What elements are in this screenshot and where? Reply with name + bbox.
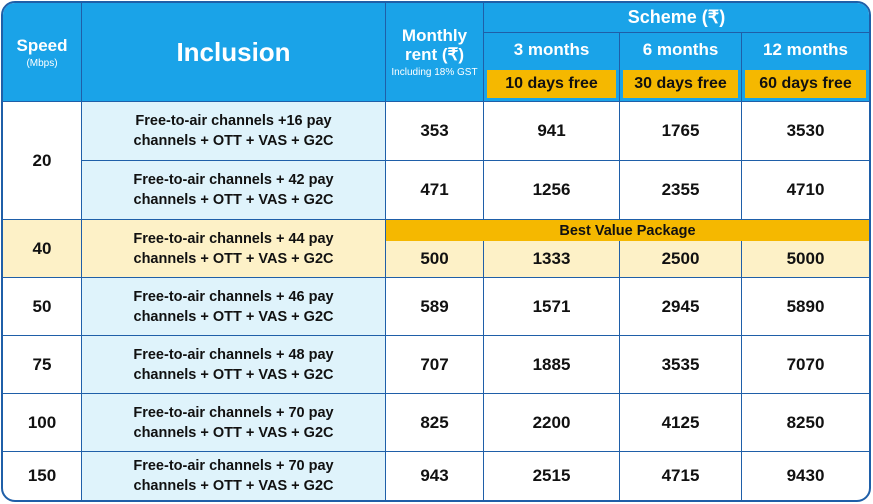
inclusion-cell: Free-to-air channels + 42 pay channels +…	[81, 160, 385, 219]
inclusion-cell: Free-to-air channels + 44 pay channels +…	[81, 219, 385, 277]
rent-cell: 707	[385, 335, 483, 393]
price-12m-cell: 8250	[741, 393, 869, 451]
rent-cell: 943	[385, 451, 483, 500]
price-3m-cell: 1333	[483, 241, 619, 277]
rent-cell: 500	[385, 241, 483, 277]
rent-header: Monthly rent (₹) Including 18% GST	[385, 3, 483, 101]
price-3m-cell: 2515	[483, 451, 619, 500]
price-6m-cell: 1765	[619, 101, 741, 160]
plan-grid: Speed (Mbps) Inclusion Monthly rent (₹) …	[3, 3, 869, 500]
price-12m-cell: 5890	[741, 277, 869, 335]
price-12m-cell: 5000	[741, 241, 869, 277]
bonus-12-months: 60 days free	[745, 70, 866, 98]
inclusion-header: Inclusion	[81, 3, 385, 101]
inclusion-cell: Free-to-air channels + 70 pay channels +…	[81, 451, 385, 500]
speed-cell: 150	[3, 451, 81, 500]
speed-cell: 50	[3, 277, 81, 335]
inclusion-cell: Free-to-air channels + 70 pay channels +…	[81, 393, 385, 451]
bonus-6-months-cell: 30 days free	[619, 67, 741, 101]
speed-cell: 75	[3, 335, 81, 393]
rent-header-note: Including 18% GST	[391, 66, 478, 78]
price-6m-cell: 2945	[619, 277, 741, 335]
inclusion-cell: Free-to-air channels + 48 pay channels +…	[81, 335, 385, 393]
speed-cell: 20	[3, 101, 81, 219]
price-3m-cell: 1571	[483, 277, 619, 335]
price-6m-cell: 4715	[619, 451, 741, 500]
bonus-6-months: 30 days free	[623, 70, 738, 98]
speed-cell: 100	[3, 393, 81, 451]
speed-header-unit: (Mbps)	[26, 57, 58, 69]
price-3m-cell: 2200	[483, 393, 619, 451]
best-value-banner: Best Value Package	[385, 219, 869, 241]
price-6m-cell: 4125	[619, 393, 741, 451]
rent-header-label: Monthly rent (₹)	[401, 25, 468, 64]
price-3m-cell: 1256	[483, 160, 619, 219]
rent-cell: 471	[385, 160, 483, 219]
price-3m-cell: 1885	[483, 335, 619, 393]
price-6m-cell: 3535	[619, 335, 741, 393]
bonus-12-months-cell: 60 days free	[741, 67, 869, 101]
bonus-3-months: 10 days free	[487, 70, 616, 98]
price-6m-cell: 2355	[619, 160, 741, 219]
speed-header-label: Speed	[16, 35, 68, 55]
price-12m-cell: 3530	[741, 101, 869, 160]
price-12m-cell: 4710	[741, 160, 869, 219]
price-3m-cell: 941	[483, 101, 619, 160]
period-12-months: 12 months	[741, 33, 869, 67]
bonus-3-months-cell: 10 days free	[483, 67, 619, 101]
rent-cell: 589	[385, 277, 483, 335]
rent-cell: 825	[385, 393, 483, 451]
period-3-months: 3 months	[483, 33, 619, 67]
period-6-months: 6 months	[619, 33, 741, 67]
price-12m-cell: 7070	[741, 335, 869, 393]
inclusion-cell: Free-to-air channels +16 pay channels + …	[81, 101, 385, 160]
rent-cell: 353	[385, 101, 483, 160]
price-6m-cell: 2500	[619, 241, 741, 277]
speed-header: Speed (Mbps)	[3, 3, 81, 101]
scheme-header: Scheme (₹)	[483, 3, 869, 33]
inclusion-cell: Free-to-air channels + 46 pay channels +…	[81, 277, 385, 335]
speed-cell: 40	[3, 219, 81, 277]
price-12m-cell: 9430	[741, 451, 869, 500]
